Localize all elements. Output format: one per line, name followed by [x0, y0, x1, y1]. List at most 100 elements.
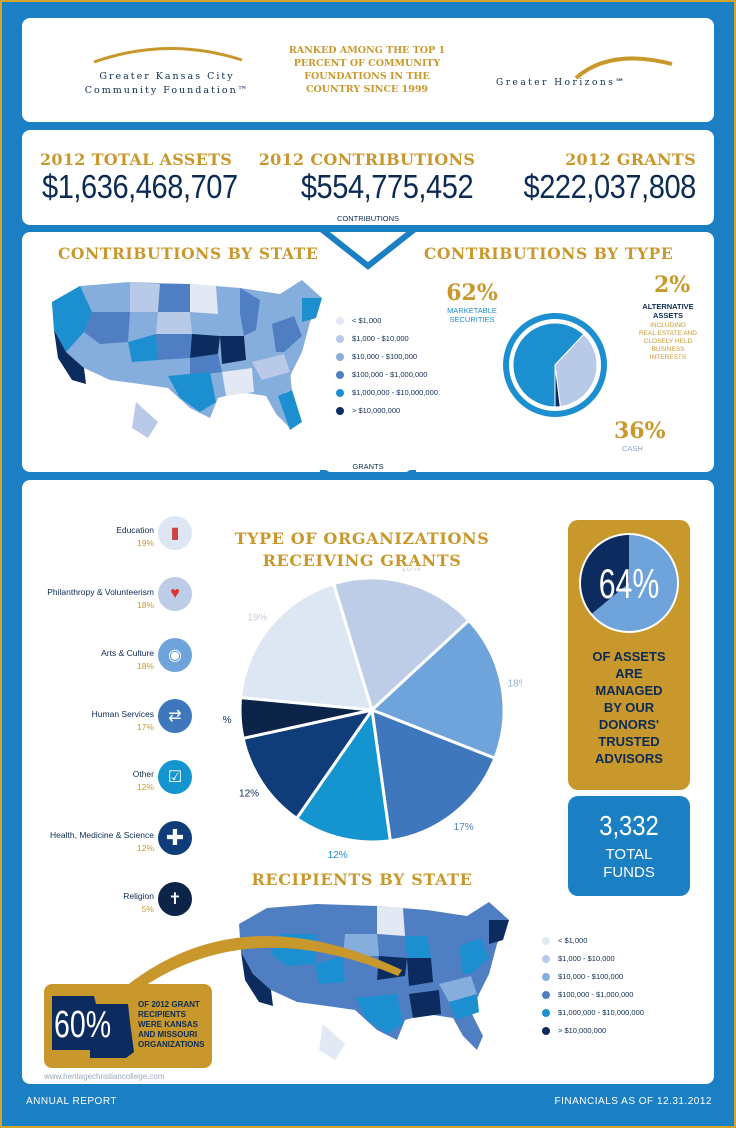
org-title-line1: TYPE OF ORGANIZATIONS: [234, 529, 490, 548]
header-panel: Greater Kansas City Community Foundation…: [22, 18, 714, 122]
legend-label: < $1,000: [352, 316, 382, 325]
contributions-tab-label: CONTRIBUTIONS: [336, 214, 400, 223]
funds-value: 3,332: [599, 810, 659, 841]
managed-pie-chart: [579, 533, 679, 633]
managed-line2: ARE: [615, 666, 643, 681]
pie-slice: [241, 707, 376, 821]
pct-2-sub-line3: CLOSELY HELD: [643, 338, 693, 345]
legend-item: $10,000 - $100,000: [542, 972, 623, 981]
category-pct: 12%: [136, 782, 154, 792]
kansas-missouri-icon: [52, 996, 134, 1058]
pie-slice: [581, 535, 629, 614]
funds-label: TOTAL FUNDS: [568, 846, 690, 882]
legend-swatch: [336, 406, 344, 415]
legend-label: $1,000 - $10,000: [558, 954, 615, 963]
recipients-title: RECIPIENTS BY STATE: [251, 870, 473, 889]
tagline: RANKED AMONG THE TOP 1 PERCENT OF COMMUN…: [272, 44, 462, 96]
managed-text: OF ASSETS ARE MANAGED BY OUR DONORS' TRU…: [568, 648, 690, 767]
category-name: Health, Medicine & Science: [50, 830, 154, 840]
pct-2-sub-line2: REAL ESTATE AND: [638, 330, 698, 337]
pie-data-label: 18%: [507, 679, 522, 690]
kansas-line1: OF 2012 GRANT: [138, 1000, 200, 1009]
category-pct: 12%: [136, 843, 154, 853]
footer-left: ANNUAL REPORT: [26, 1096, 117, 1107]
us-map-contributions: [52, 280, 322, 438]
heart-hand-icon: ♥: [158, 577, 192, 611]
pie-data-label: 17%: [454, 822, 474, 833]
legend-swatch: [542, 1026, 550, 1035]
legend-swatch: [542, 990, 550, 999]
pct-36: 36%: [614, 418, 666, 444]
right-logo: Greater Horizons℠: [496, 78, 627, 88]
legend-item: $1,000,000 - $10,000,000: [336, 388, 438, 397]
pie-slice: [554, 333, 598, 408]
contrib-state-title: CONTRIBUTIONS BY STATE: [58, 244, 319, 263]
pie-slice: [592, 535, 677, 631]
legend-item: $100,000 - $1,000,000: [542, 990, 633, 999]
legend-swatch: [542, 1008, 550, 1017]
legend-item: > $10,000,000: [542, 1026, 606, 1035]
pie-data-label: 12%: [328, 850, 348, 858]
pct-2: 2%: [654, 272, 691, 298]
pie-slice: [554, 364, 561, 408]
book-icon: ▮: [158, 516, 192, 550]
legend-item: > $10,000,000: [336, 406, 400, 415]
left-logo-line2: Community Foundation™: [84, 85, 250, 96]
assets-value: $1,636,468,707: [42, 168, 238, 205]
palette-icon: ◉: [158, 638, 192, 672]
contributions-notch: [320, 228, 416, 270]
legend-item: $10,000 - $100,000: [336, 352, 417, 361]
legend-label: < $1,000: [558, 936, 588, 945]
pct-2-sub-line5: INTERESTS: [649, 354, 687, 361]
category-item: Religion 5%: [4, 890, 154, 916]
tagline-line1: RANKED AMONG THE TOP 1: [288, 45, 446, 56]
category-pct: 18%: [136, 661, 154, 671]
legend-label: $1,000,000 - $10,000,000: [558, 1008, 644, 1017]
pie-slice: [512, 322, 585, 408]
legend-swatch: [336, 334, 344, 343]
funds-label-line1: TOTAL: [605, 846, 653, 863]
category-name: Arts & Culture: [101, 648, 154, 658]
legend-swatch: [542, 954, 550, 963]
tagline-line4: COUNTRY SINCE 1999: [305, 84, 429, 95]
legend-swatch: [542, 972, 550, 981]
category-name: Education: [116, 525, 154, 535]
assets-label: 2012 TOTAL ASSETS: [40, 150, 233, 169]
legend-swatch: [542, 936, 550, 945]
contributions-panel: CONTRIBUTIONS BY STATE CONTRIBUTIONS BY …: [22, 232, 714, 472]
left-logo-arc-icon: [93, 46, 243, 64]
category-item: Health, Medicine & Science 12%: [4, 829, 154, 855]
managed-line5: DONORS': [598, 717, 660, 732]
left-logo: Greater Kansas City Community Foundation…: [72, 70, 262, 98]
kansas-line2: RECIPIENTS: [138, 1010, 187, 1019]
grants-panel: Education 19% Philanthropy & Volunteerism…: [22, 480, 714, 1084]
grants-value: $222,037,808: [523, 168, 697, 205]
right-logo-arc-icon: [574, 56, 673, 80]
grants-tab-label: GRANTS: [352, 462, 384, 471]
contrib-value: $554,775,452: [300, 168, 474, 205]
pct-2-label-line2: ASSETS: [652, 311, 683, 320]
legend-item: $1,000 - $10,000: [542, 954, 615, 963]
pct-2-label-line1: ALTERNATIVE: [642, 302, 694, 311]
pct-36-label: CASH: [622, 444, 643, 453]
managed-line3: MANAGED: [595, 683, 663, 698]
cross-icon: ✝: [158, 882, 192, 916]
pie-slice: [238, 581, 375, 712]
category-pct: 19%: [136, 538, 154, 548]
pie-slice: [331, 576, 472, 713]
pie-data-label: 5%: [222, 715, 232, 726]
category-name: Philanthropy & Volunteerism: [47, 587, 154, 597]
legend-swatch: [336, 352, 344, 361]
kansas-text: OF 2012 GRANT RECIPIENTS WERE KANSAS AND…: [138, 1000, 205, 1050]
managed-card: 64% OF ASSETS ARE MANAGED BY OUR DONORS'…: [568, 520, 690, 790]
contrib-label: 2012 CONTRIBUTIONS: [258, 150, 476, 169]
contrib-type-title: CONTRIBUTIONS BY TYPE: [424, 244, 674, 263]
category-pct: 17%: [136, 722, 154, 732]
legend-item: $1,000,000 - $10,000,000: [542, 1008, 644, 1017]
legend-swatch: [336, 370, 344, 379]
pie-slice: [370, 707, 497, 843]
legend-label: $10,000 - $100,000: [558, 972, 624, 981]
legend-label: $100,000 - $1,000,000: [558, 990, 634, 999]
pie-slice: [294, 705, 392, 844]
